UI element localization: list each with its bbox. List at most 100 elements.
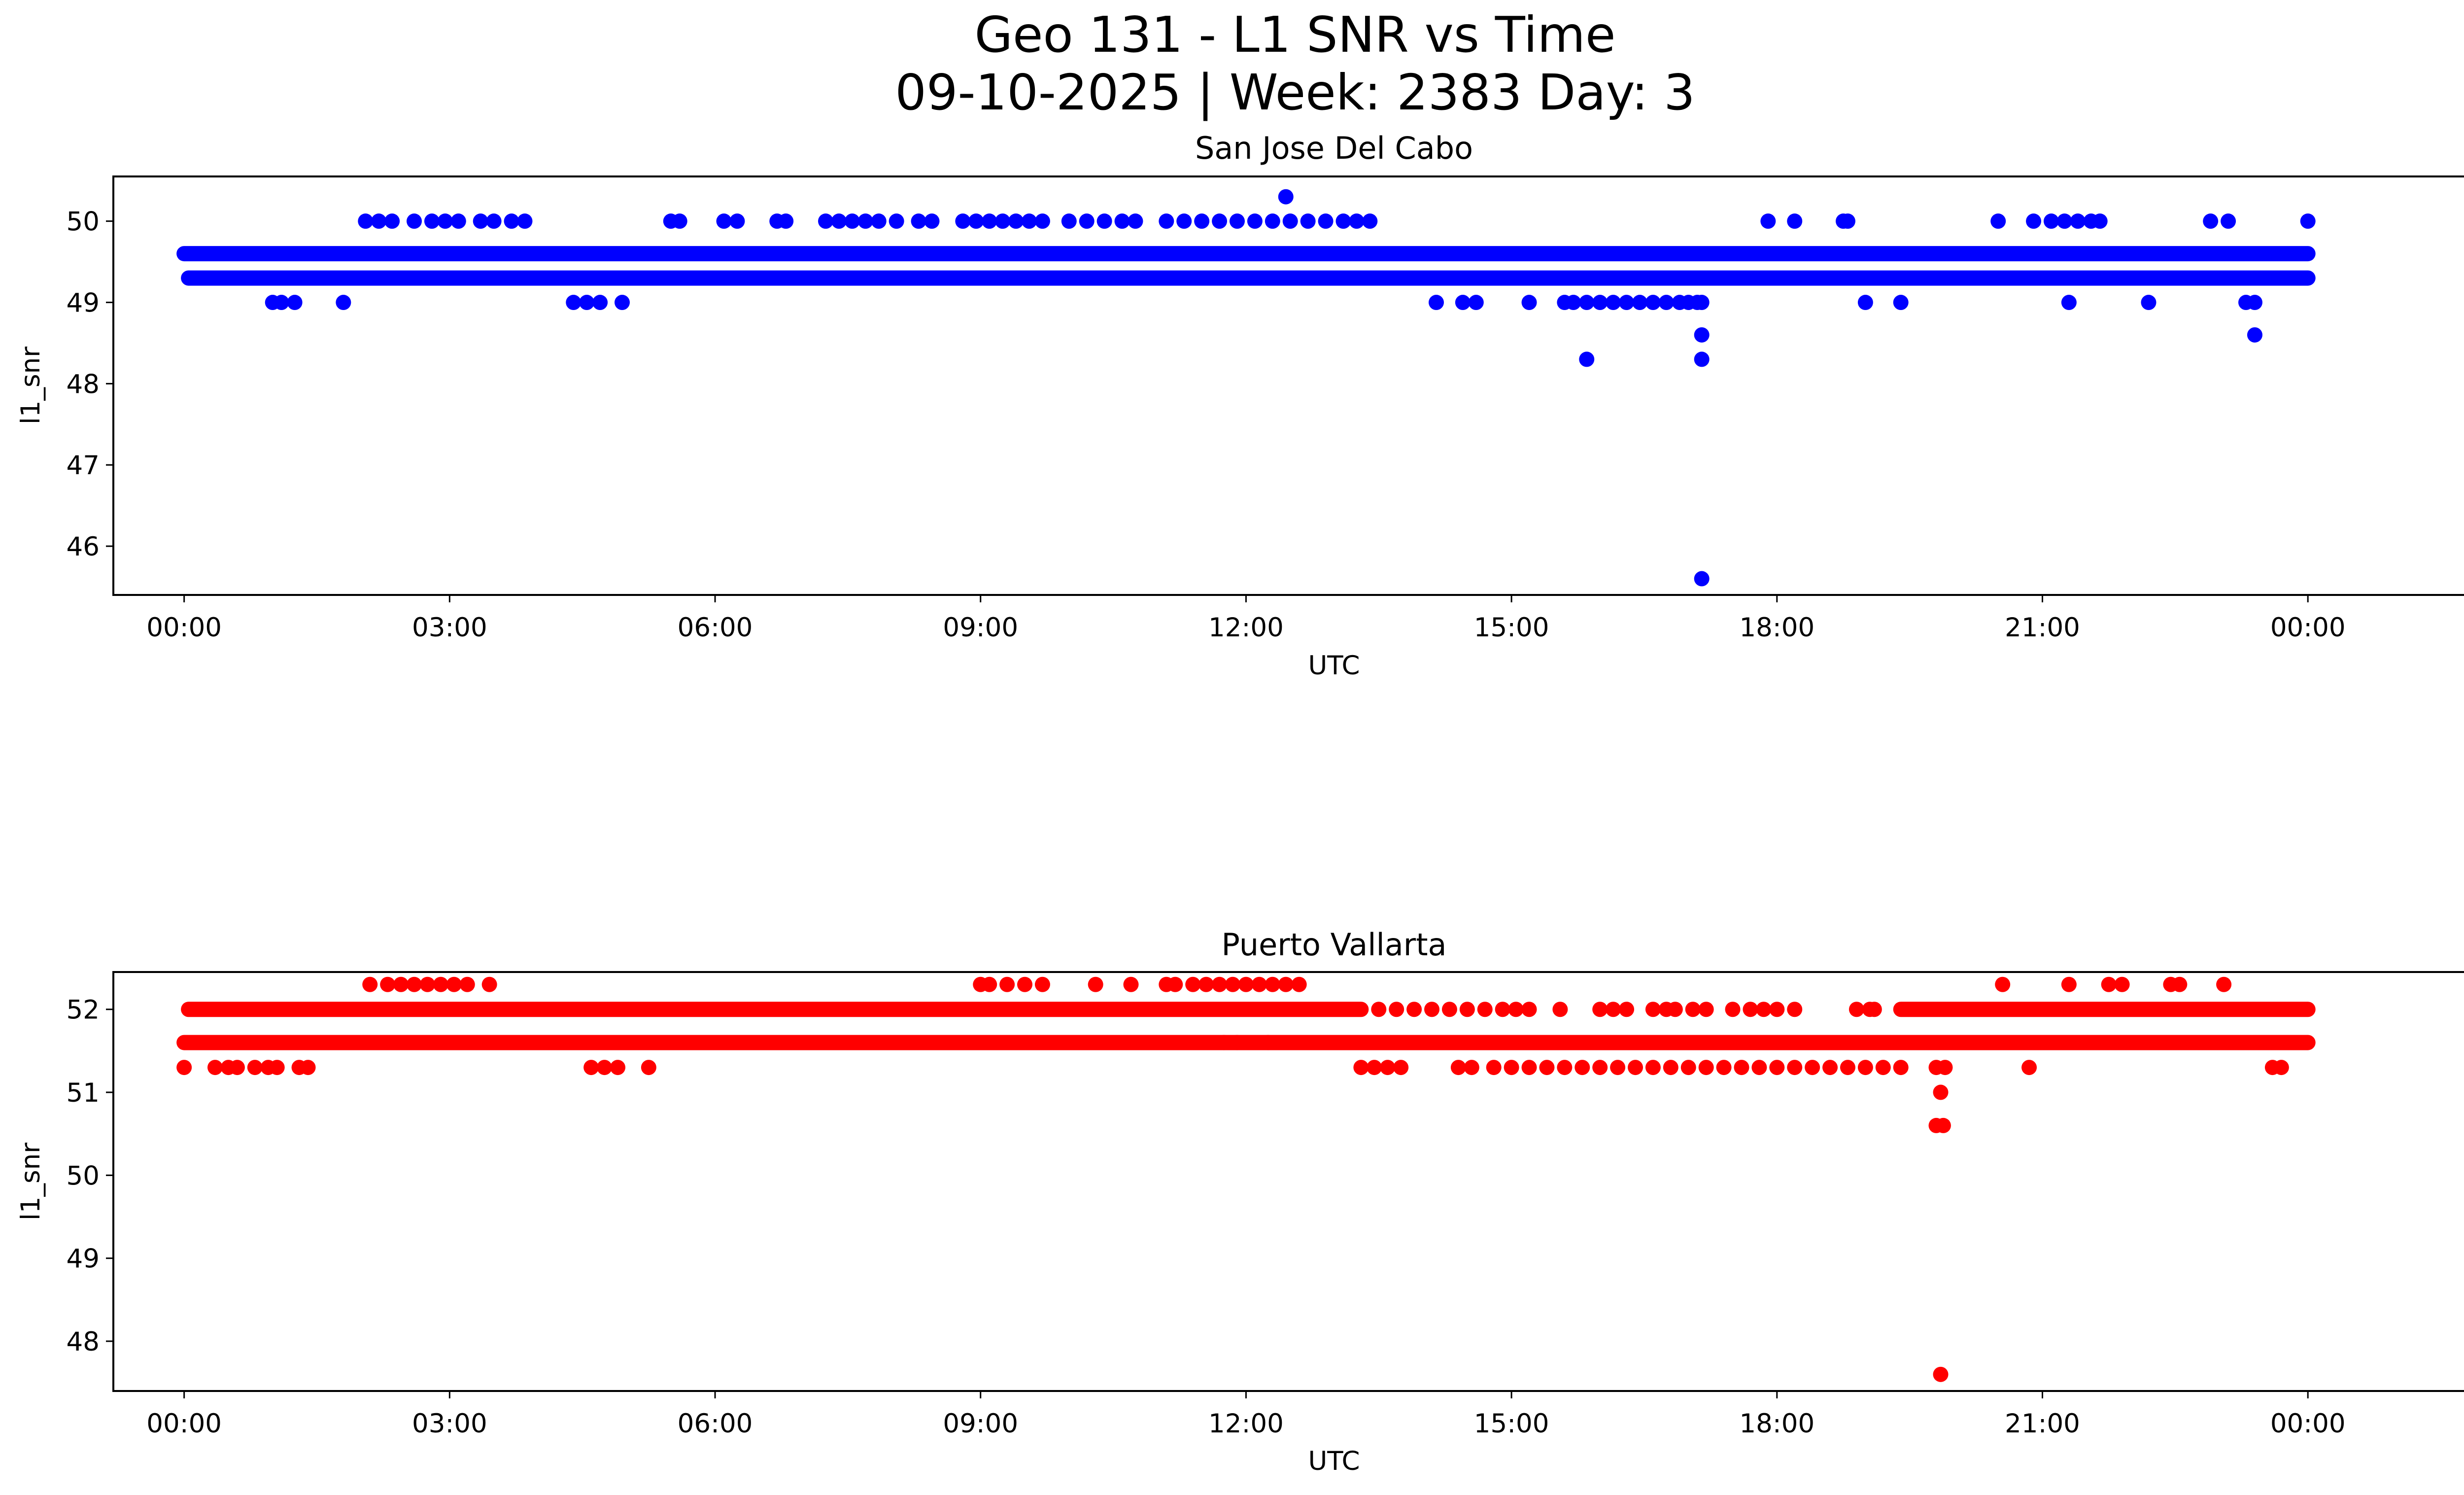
data-point	[481, 976, 497, 992]
data-point	[2043, 213, 2059, 229]
x-axis-label: UTC	[1308, 651, 1360, 681]
x-tick-label: 15:00	[1474, 613, 1549, 643]
data-point	[2114, 976, 2130, 992]
data-point	[1300, 213, 1316, 229]
data-point	[1937, 1060, 1953, 1076]
data-point	[1769, 1002, 1785, 1017]
y-axis-label: l1_snr	[16, 347, 46, 424]
x-tick-label: 00:00	[146, 1409, 222, 1439]
data-point	[1079, 213, 1095, 229]
data-point	[1743, 1002, 1758, 1017]
data-point	[424, 213, 440, 229]
data-point	[1229, 213, 1245, 229]
data-point	[2247, 327, 2262, 343]
y-tick-label: 49	[67, 288, 100, 318]
data-point	[1822, 1060, 1838, 1076]
data-point	[419, 976, 435, 992]
data-point	[1464, 1060, 1479, 1076]
data-point	[1229, 1035, 1245, 1050]
data-point	[247, 1060, 263, 1076]
data-point	[1606, 1002, 1621, 1017]
data-point	[407, 213, 422, 229]
data-point	[1123, 976, 1139, 992]
data-point	[1685, 1002, 1701, 1017]
data-point	[1389, 1002, 1404, 1017]
y-axis-ticks: 46 47 48 49 50	[67, 207, 113, 562]
data-point	[1606, 295, 1621, 311]
data-point	[1495, 1002, 1510, 1017]
data-point	[1406, 1002, 1422, 1017]
data-bands	[176, 246, 2316, 286]
data-point	[1393, 1060, 1409, 1076]
data-point	[1645, 1060, 1661, 1076]
data-point	[716, 213, 732, 229]
plot-frame	[112, 971, 2464, 1392]
y-tick-label: 50	[67, 1161, 100, 1191]
x-tick-label: 00:00	[146, 613, 222, 643]
x-tick-label: 03:00	[412, 613, 487, 643]
data-point	[1933, 1084, 1949, 1100]
data-point	[407, 976, 422, 992]
x-tick-label: 09:00	[943, 613, 1018, 643]
data-point	[844, 213, 860, 229]
data-point	[1291, 976, 1307, 992]
y-tick-label: 49	[67, 1244, 100, 1274]
data-point	[955, 213, 971, 229]
data-point	[1645, 1002, 1661, 1017]
data-point	[1008, 213, 1024, 229]
data-point	[1787, 1060, 1803, 1076]
data-point	[1857, 1060, 1873, 1076]
data-point	[1265, 976, 1280, 992]
data-point	[1933, 1366, 1949, 1382]
data-point	[517, 213, 533, 229]
data-point	[1176, 213, 1192, 229]
panel-san-jose-del-cabo: San Jose Del Cabo 00:00 03:00 06:00 09:00 12…	[16, 130, 2464, 681]
data-point	[1592, 1060, 1608, 1076]
x-axis-ticks: 00:00 03:00 06:00 09:00 12:00 15:00 18:00 21:00…	[146, 1391, 2346, 1439]
panel-puerto-vallarta: Puerto Vallarta 00:00 03:00 06:00 09:00 12:0…	[16, 927, 2464, 1476]
data-point	[1455, 295, 1471, 311]
data-point	[393, 976, 409, 992]
data-point	[473, 213, 488, 229]
data-point	[504, 213, 519, 229]
data-point	[380, 976, 396, 992]
data-point	[995, 213, 1011, 229]
data-point	[433, 976, 448, 992]
data-point	[2026, 213, 2042, 229]
data-point	[1128, 213, 1143, 229]
data-point	[597, 1060, 613, 1076]
data-point	[1017, 976, 1033, 992]
data-point	[1318, 213, 1334, 229]
data-point	[1335, 213, 1351, 229]
data-point	[450, 213, 466, 229]
data-point	[1034, 213, 1050, 229]
data-point	[1159, 213, 1174, 229]
data-points	[265, 189, 2316, 587]
x-tick-label: 18:00	[1739, 613, 1814, 643]
data-point	[982, 213, 997, 229]
data-point	[459, 976, 475, 992]
data-point	[2247, 295, 2262, 311]
data-point	[583, 1060, 599, 1076]
data-point	[1632, 295, 1647, 311]
data-point	[1893, 295, 1909, 311]
data-point	[1619, 295, 1635, 311]
data-point	[1194, 213, 1210, 229]
data-point	[2056, 213, 2072, 229]
data-point	[274, 295, 289, 311]
data-point	[1805, 1060, 1820, 1076]
data-point	[1424, 1002, 1440, 1017]
data-point	[2216, 976, 2232, 992]
data-point	[486, 213, 502, 229]
data-point	[1667, 1002, 1683, 1017]
data-point	[1278, 976, 1294, 992]
data-point	[1088, 976, 1103, 992]
data-bands	[176, 1002, 2316, 1050]
data-point	[1663, 1060, 1678, 1076]
x-tick-label: 18:00	[1739, 1409, 1814, 1439]
data-point	[1658, 295, 1674, 311]
data-point	[2172, 976, 2188, 992]
data-point	[1486, 1060, 1502, 1076]
data-point	[1725, 1002, 1741, 1017]
